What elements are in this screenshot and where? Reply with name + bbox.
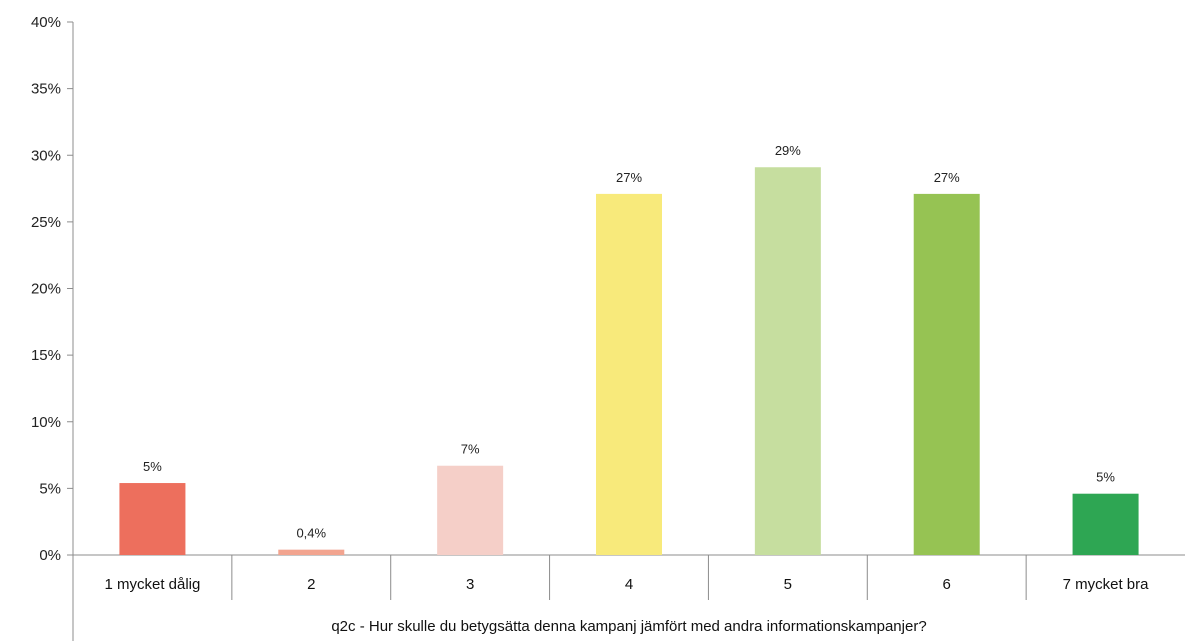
category-label: 5: [784, 576, 792, 593]
bar-4: [596, 193, 662, 555]
category-label: 3: [466, 576, 474, 593]
y-tick-label: 5%: [39, 480, 61, 497]
y-tick-label: 0%: [39, 547, 61, 564]
data-label: 5%: [143, 459, 162, 474]
data-label: 5%: [1096, 470, 1115, 485]
category-label: 2: [307, 576, 315, 593]
category-label: 1 mycket dålig: [104, 576, 200, 593]
bar-5: [754, 167, 821, 555]
y-tick-label: 35%: [31, 81, 61, 98]
bar-7: [1072, 493, 1139, 555]
data-label: 29%: [775, 143, 801, 158]
x-axis-title: q2c - Hur skulle du betygsätta denna kam…: [331, 618, 926, 635]
y-tick-label: 20%: [31, 281, 61, 298]
bar-6: [913, 193, 980, 555]
bar-3: [437, 465, 504, 555]
category-label: 4: [625, 576, 633, 593]
category-label: 7 mycket bra: [1063, 576, 1150, 593]
category-label: 6: [943, 576, 951, 593]
bar-2: [278, 549, 345, 555]
y-tick-label: 10%: [31, 414, 61, 431]
y-tick-label: 25%: [31, 214, 61, 231]
bar-1: [119, 483, 186, 555]
data-label: 0,4%: [296, 526, 326, 541]
y-tick-label: 30%: [31, 147, 61, 164]
data-label: 27%: [934, 170, 960, 185]
y-tick-label: 15%: [31, 347, 61, 364]
data-label: 27%: [616, 170, 642, 185]
data-label: 7%: [461, 442, 480, 457]
y-tick-label: 40%: [31, 14, 61, 31]
